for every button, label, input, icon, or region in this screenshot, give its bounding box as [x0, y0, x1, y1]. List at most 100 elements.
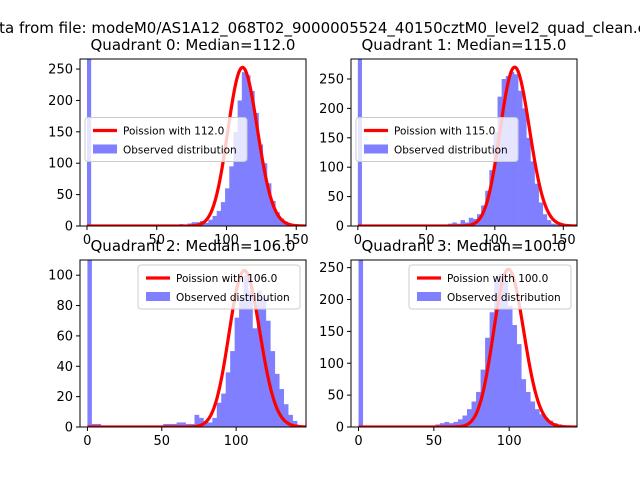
- quadrant-3-panel: 0 50 100 0 50 100 150 200 250 Quadrant 3: Median=…: [319, 237, 578, 449]
- quadrant-1-bar: [538, 202, 544, 226]
- quadrant-2-bar: [207, 422, 213, 427]
- quadrant-3-xtick-label: 50: [426, 434, 443, 449]
- quadrant-0-bar: [246, 75, 251, 226]
- quadrant-0-bar: [262, 163, 268, 226]
- quadrant-1-legend-label-poisson: Poission with 115.0: [394, 126, 495, 138]
- quadrant-0-axes-frame: [79, 58, 307, 227]
- quadrant-3-bar: [462, 415, 468, 427]
- quadrant-1-bar: [534, 183, 539, 226]
- quadrant-2-bar: [256, 290, 262, 427]
- quadrant-2-ytick-label: 40: [56, 360, 73, 375]
- quadrant-0-bar: [250, 91, 255, 226]
- quadrant-1-ytick-label: 200: [319, 102, 344, 117]
- quadrant-0-legend-label-observed: Observed distribution: [123, 145, 237, 157]
- quadrant-2-zero-bar: [87, 260, 92, 427]
- quadrant-3-bar: [453, 421, 459, 427]
- figure-suptitle: Data from file: modeM0/AS1A12_068T02_900…: [0, 19, 640, 38]
- quadrant-2-ytick-label: 0: [65, 421, 73, 436]
- quadrant-1-ytick-label: 50: [327, 190, 344, 205]
- quadrant-3-bar: [512, 325, 518, 427]
- quadrant-1-ytick-label: 100: [319, 161, 344, 176]
- quadrant-0-xtick-label: 150: [284, 233, 309, 248]
- quadrant-0-bar: [204, 222, 209, 226]
- quadrant-1-bar: [550, 223, 556, 226]
- quadrant-2-bar: [274, 373, 280, 427]
- quadrant-3-bar: [471, 401, 477, 427]
- quadrant-1-bar: [493, 131, 498, 226]
- quadrant-2-bar: [225, 372, 231, 427]
- quadrant-2-bar: [248, 290, 253, 427]
- quadrant-1-legend: Poission with 115.0 Observed distribution: [355, 117, 519, 162]
- quadrant-0-bar: [233, 131, 238, 226]
- quadrant-0-plot-area: [86, 59, 306, 226]
- quadrant-0-bar: [225, 188, 230, 226]
- quadrant-2-legend-label-poisson: Poission with 106.0: [176, 273, 277, 285]
- quadrant-3-ytick-label: 0: [336, 421, 344, 436]
- quadrant-0-bar: [237, 100, 243, 226]
- quadrant-0-panel: 0 50 100 150 0 50 100 150 200 250 Quadrant 0: Medi…: [48, 36, 308, 248]
- quadrant-0-bar: [271, 200, 276, 226]
- quadrant-0-bar: [266, 183, 272, 226]
- quadrant-3-bar: [503, 280, 508, 427]
- quadrant-3-bar: [516, 344, 522, 427]
- quadrant-2-bar: [243, 275, 249, 427]
- quadrant-3-xtick-label: 100: [497, 434, 522, 449]
- quadrant-2-bar: [216, 402, 222, 427]
- quadrant-3-ytick-label: 200: [319, 293, 344, 308]
- quadrant-1-bar: [485, 190, 490, 226]
- quadrant-3-zero-bar: [358, 260, 364, 427]
- quadrant-0-legend-bar-swatch: [93, 144, 117, 154]
- quadrant-3-legend: Poission with 100.0 Observed distribution: [408, 264, 572, 310]
- quadrant-3-ytick-label: 50: [327, 389, 344, 404]
- quadrant-3-bar: [498, 274, 504, 427]
- quadrant-3-bar: [525, 391, 531, 427]
- quadrant-2-bar: [176, 422, 182, 427]
- quadrant-1-bar: [489, 170, 494, 226]
- quadrant-3-xtick-label: 0: [354, 434, 362, 449]
- quadrant-3-bar: [494, 280, 499, 427]
- quadrant-2-bar: [221, 393, 227, 427]
- quadrant-3-bar: [539, 414, 545, 427]
- quadrant-2-ytick-label: 80: [56, 299, 73, 314]
- quadrant-0-ytick-label: 250: [48, 63, 73, 78]
- quadrant-0-bar: [212, 215, 218, 226]
- quadrant-1-ytick-label: 0: [336, 220, 344, 235]
- quadrant-2-legend-label-observed: Observed distribution: [176, 292, 290, 304]
- quadrant-3-bar: [467, 409, 472, 427]
- quadrant-1-xtick-label: 0: [354, 233, 362, 248]
- quadrant-1-bar: [522, 108, 527, 226]
- quadrant-1-bar: [460, 220, 465, 226]
- quadrant-0-bar: [279, 218, 284, 226]
- quadrant-1-bar: [468, 217, 474, 226]
- quadrant-1-ytick-label: 150: [319, 131, 344, 146]
- quadrant-1-bar: [518, 90, 523, 226]
- quadrant-0-bar: [275, 212, 280, 226]
- quadrant-3-title: Quadrant 3: Median=100.0: [362, 237, 567, 255]
- quadrant-0-bar: [254, 112, 259, 226]
- quadrant-2-panel: 0 50 100 0 20 40 60 80 100 Quadrant 2: Median=106…: [48, 237, 307, 449]
- quadrant-3-bar: [543, 418, 549, 427]
- quadrant-3-legend-box: [408, 264, 572, 310]
- quadrant-1-title: Quadrant 1: Median=115.0: [362, 36, 567, 54]
- quadrant-3-bar: [485, 337, 490, 427]
- quadrant-2-bar: [212, 417, 218, 427]
- quadrant-1-bar: [546, 220, 552, 226]
- quadrant-2-bar: [239, 297, 244, 427]
- quadrant-2-xtick-label: 50: [154, 434, 171, 449]
- quadrant-2-bar: [198, 417, 204, 427]
- quadrant-0-xtick-label: 0: [83, 233, 91, 248]
- quadrant-1-bar: [530, 161, 535, 226]
- quadrant-3-ytick-label: 100: [319, 357, 344, 372]
- quadrant-1-bar: [542, 214, 548, 226]
- quadrant-0-legend-label-poisson: Poission with 112.0: [123, 126, 224, 138]
- quadrant-2-legend: Poission with 106.0 Observed distribution: [137, 264, 301, 310]
- quadrant-3-bar: [489, 312, 495, 427]
- quadrant-1-legend-bar-swatch: [364, 144, 388, 154]
- quadrant-1-panel: 0 50 100 150 0 50 100 150 200 250 Quadrant 1: Medi…: [319, 36, 578, 248]
- quadrant-1-axes-frame: [350, 58, 578, 227]
- quadrant-3-axes-frame: [350, 259, 578, 428]
- quadrant-3-bar: [439, 423, 445, 427]
- quadrant-3-legend-label-poisson: Poission with 100.0: [447, 273, 548, 285]
- quadrant-1-xtick-label: 150: [551, 233, 576, 248]
